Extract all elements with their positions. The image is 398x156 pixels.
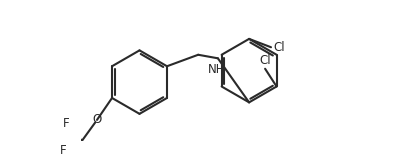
Text: Cl: Cl [259, 54, 271, 67]
Text: F: F [63, 117, 70, 129]
Text: O: O [92, 113, 101, 126]
Text: NH: NH [207, 63, 225, 76]
Text: F: F [60, 144, 66, 156]
Text: Cl: Cl [273, 41, 285, 54]
